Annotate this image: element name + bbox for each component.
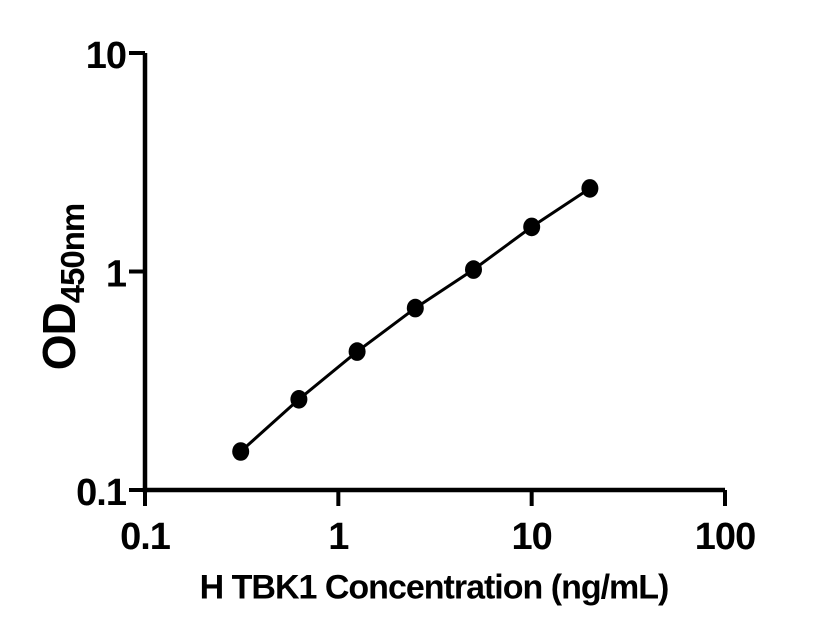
data-point-marker: [348, 342, 366, 361]
data-point-marker: [581, 179, 599, 198]
data-point-marker: [290, 390, 308, 409]
x-tick-label: 1: [328, 516, 349, 558]
data-point-marker: [406, 298, 424, 318]
data-point-marker: [465, 260, 482, 279]
y-axis-title-main: OD: [33, 303, 85, 371]
x-axis-title: H TBK1 Concentration (ng/mL): [199, 568, 670, 607]
x-tick-label: 100: [695, 516, 755, 558]
y-tick-label: 10: [86, 35, 126, 77]
data-point-marker: [523, 217, 541, 237]
x-tick-label: 10: [512, 516, 552, 558]
y-tick-label: 1: [106, 254, 127, 296]
y-axis-title: OD450nm: [32, 204, 92, 371]
y-axis-title-subscript: 450nm: [54, 203, 91, 304]
data-point-marker: [232, 442, 250, 461]
x-tick-label: 0.1: [120, 516, 171, 558]
y-tick-label: 0.1: [76, 472, 127, 514]
